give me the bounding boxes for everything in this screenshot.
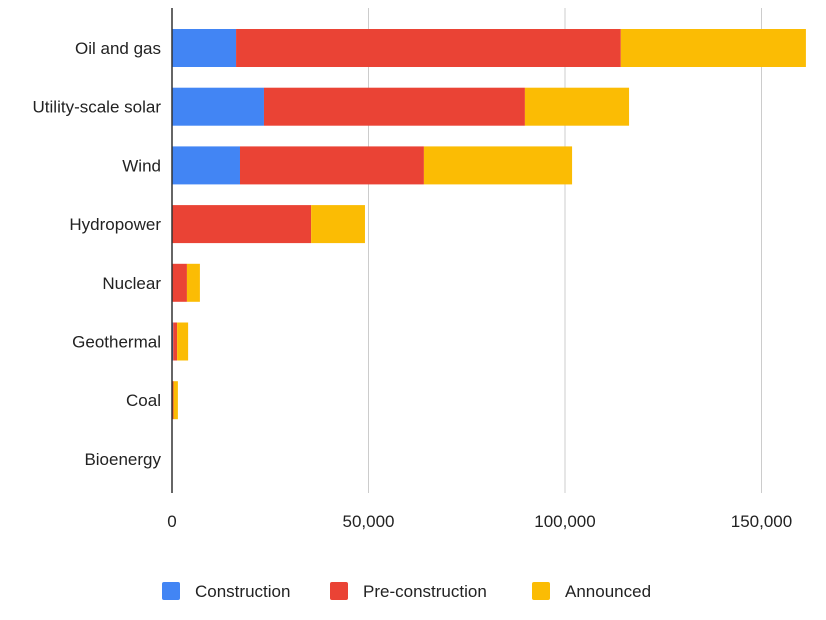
bar-pre-construction bbox=[239, 146, 424, 185]
legend-item: Construction bbox=[162, 582, 290, 601]
category-label: Bioenergy bbox=[84, 450, 161, 469]
category-label: Coal bbox=[126, 391, 161, 410]
gridlines bbox=[368, 8, 762, 493]
category-label: Wind bbox=[122, 156, 161, 175]
category-label: Nuclear bbox=[102, 274, 161, 293]
bar-construction bbox=[172, 146, 240, 185]
legend-swatch bbox=[532, 582, 550, 600]
x-tick-label: 150,000 bbox=[731, 512, 792, 531]
bar-construction bbox=[172, 87, 264, 126]
bar-announced bbox=[177, 322, 189, 361]
bar-pre-construction bbox=[173, 322, 178, 361]
x-tick-label: 100,000 bbox=[534, 512, 595, 531]
bar-pre-construction bbox=[172, 381, 174, 420]
bar-pre-construction bbox=[236, 29, 621, 67]
category-label: Oil and gas bbox=[75, 39, 161, 58]
x-tick-label: 50,000 bbox=[343, 512, 395, 531]
bar-pre-construction bbox=[263, 87, 525, 126]
bar-announced bbox=[173, 381, 178, 420]
bars bbox=[172, 29, 806, 420]
bar-announced bbox=[524, 87, 630, 126]
category-label: Hydropower bbox=[69, 215, 161, 234]
category-label: Geothermal bbox=[72, 333, 161, 352]
legend-item: Pre-construction bbox=[330, 582, 487, 601]
legend-swatch bbox=[330, 582, 348, 600]
bar-announced bbox=[186, 263, 200, 302]
bar-pre-construction bbox=[172, 205, 312, 244]
legend-label: Construction bbox=[195, 582, 290, 601]
legend-label: Announced bbox=[565, 582, 651, 601]
bar-pre-construction bbox=[172, 263, 187, 302]
legend-item: Announced bbox=[532, 582, 651, 601]
category-labels: Oil and gas Utility-scale solar Wind Hydrop… bbox=[33, 39, 162, 469]
x-tick-labels: 0 50,000 100,000 150,000 bbox=[167, 512, 792, 531]
category-label: Utility-scale solar bbox=[33, 98, 162, 117]
bar-announced bbox=[423, 146, 573, 185]
legend-swatch bbox=[162, 582, 180, 600]
x-tick-label: 0 bbox=[167, 512, 176, 531]
bar-announced bbox=[311, 205, 365, 244]
legend: Construction Pre-construction Announced bbox=[162, 582, 651, 601]
legend-label: Pre-construction bbox=[363, 582, 487, 601]
bar-announced bbox=[620, 29, 806, 67]
bar-construction bbox=[172, 29, 237, 67]
